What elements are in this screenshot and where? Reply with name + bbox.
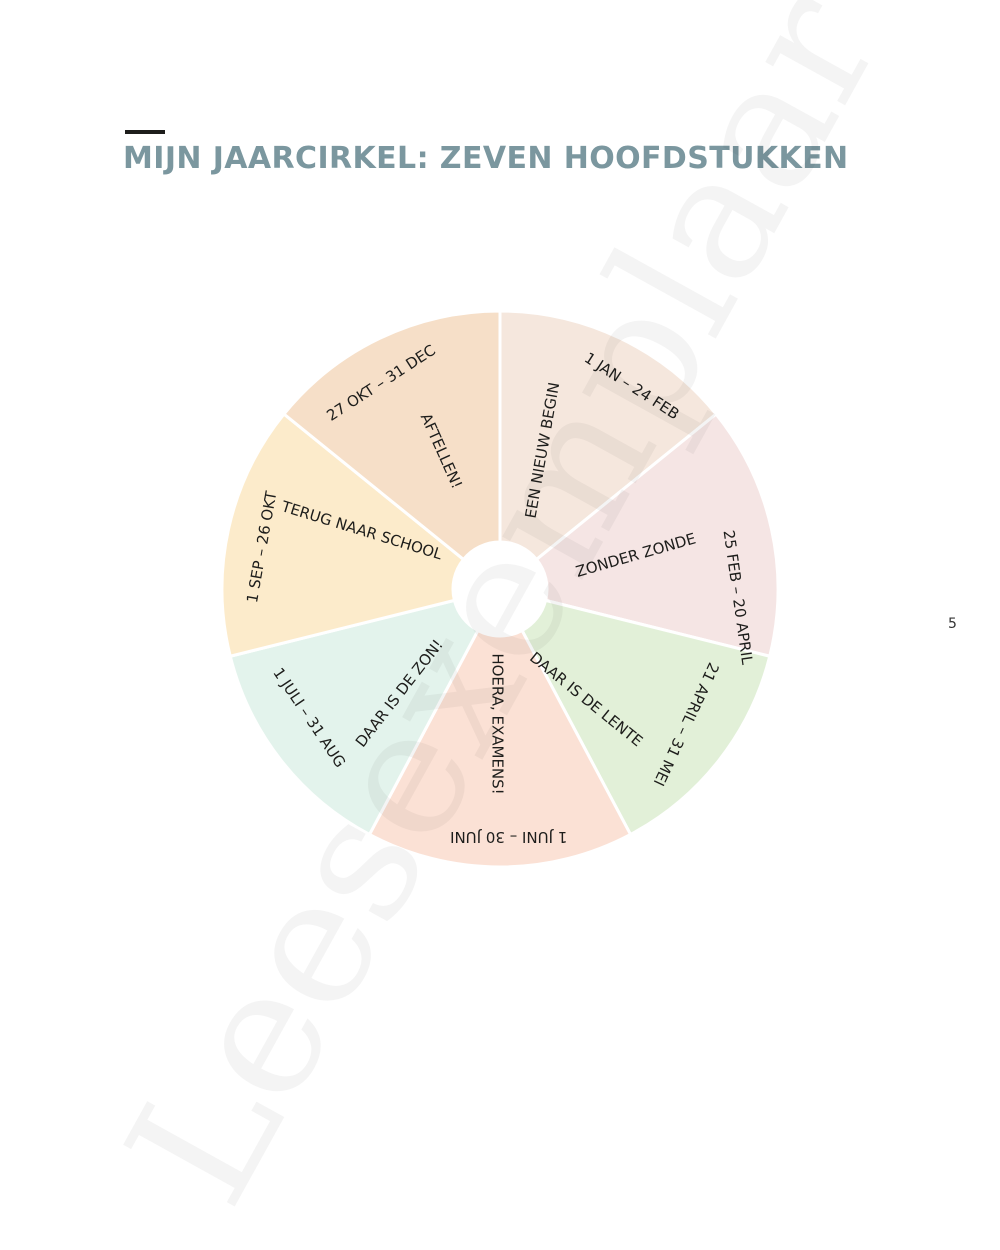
wheel-segment	[228, 598, 480, 837]
title-accent-bar	[125, 130, 165, 134]
page-title: MIJN JAARCIRKEL: ZEVEN HOOFDSTUKKEN	[123, 141, 849, 176]
segment-date-range: 1 JUNI – 30 JUNI	[450, 828, 567, 846]
segment-chapter-label: HOERA, EXAMENS!	[489, 653, 507, 794]
wheel-center	[453, 542, 547, 636]
wheel-segment	[520, 598, 772, 837]
page-number: 5	[948, 616, 957, 632]
